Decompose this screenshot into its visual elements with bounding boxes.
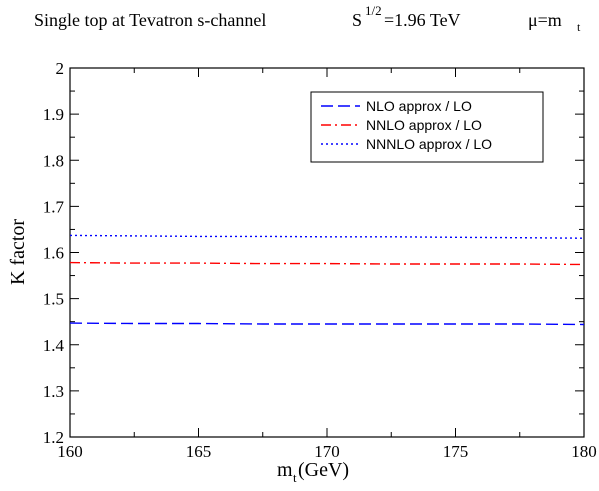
- y-tick-label: 1.3: [43, 382, 64, 401]
- legend: NLO approx / LO NNLO approx / LO NNNLO app…: [310, 91, 544, 163]
- x-axis-label-sub: t: [293, 470, 297, 485]
- x-axis-label-rest: (GeV): [298, 459, 349, 481]
- title-mu-sub: t: [577, 20, 581, 34]
- legend-label-0: NLO approx / LO: [366, 98, 472, 114]
- title-s-base: S: [352, 10, 362, 30]
- y-tick-label: 1.2: [43, 428, 64, 447]
- series-line-2: [69, 234, 585, 239]
- title-mu: μ=m: [528, 10, 562, 30]
- y-tick-label: 1.9: [43, 105, 64, 124]
- title-main: Single top at Tevatron s-channel: [34, 10, 266, 30]
- x-axis-label-base: m: [277, 459, 293, 481]
- title-s-value: =1.96 TeV: [384, 10, 461, 30]
- x-tick-label: 165: [186, 442, 212, 461]
- y-axis: 1.2 1.3 1.4 1.5 1.6 1.7 1.8 1.9 2: [43, 59, 584, 447]
- y-tick-label: 2: [56, 59, 65, 78]
- x-tick-label: 170: [314, 442, 340, 461]
- x-axis-label: m t (GeV): [277, 459, 349, 485]
- y-tick-label: 1.8: [43, 151, 64, 170]
- x-tick-label: 175: [443, 442, 469, 461]
- chart-title: Single top at Tevatron s-channel S 1/2 =…: [34, 3, 581, 34]
- series-line-0: [69, 322, 585, 326]
- legend-box: [310, 91, 544, 163]
- legend-label-2: NNNLO approx / LO: [366, 136, 492, 152]
- series-line-1: [69, 261, 585, 266]
- y-tick-label: 1.5: [43, 290, 64, 309]
- x-tick-label: 180: [571, 442, 597, 461]
- x-axis: 160 165 170 175 180: [57, 68, 597, 461]
- y-axis-label: K factor: [7, 219, 29, 285]
- title-s-exp: 1/2: [365, 3, 382, 18]
- legend-label-1: NNLO approx / LO: [366, 117, 482, 133]
- x-tick-label: 160: [57, 442, 83, 461]
- y-tick-label: 1.4: [43, 336, 65, 355]
- series-lines: [69, 234, 585, 326]
- y-tick-label: 1.7: [43, 197, 65, 216]
- y-tick-label: 1.6: [43, 244, 64, 263]
